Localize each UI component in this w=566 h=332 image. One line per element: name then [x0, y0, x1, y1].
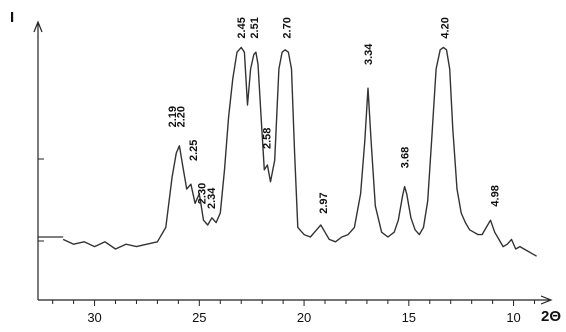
x-axis-label: 2Θ: [541, 308, 561, 325]
peak-label: 2.70: [281, 17, 293, 38]
peak-label: 2.58: [261, 128, 273, 149]
peak-label: 4.20: [439, 17, 451, 38]
peak-label: 2.51: [249, 17, 261, 38]
x-tick-label: 20: [297, 310, 311, 325]
peak-label: 2.19: [167, 106, 179, 127]
x-axis-arrow: [540, 295, 553, 305]
peak-label: 2.45: [236, 17, 248, 38]
peak-label: 2.97: [318, 192, 330, 213]
peak-label: 4.98: [490, 185, 502, 206]
y-axis-arrow: [33, 20, 43, 33]
x-tick-label: 15: [402, 310, 416, 325]
x-tick-label: 10: [506, 310, 520, 325]
y-axis-label: I: [10, 9, 14, 26]
peak-label: 2.20: [176, 106, 188, 127]
x-tick-label: 30: [87, 310, 101, 325]
peak-label: 3.34: [363, 43, 375, 65]
x-tick-label: 25: [192, 310, 206, 325]
peak-label: 2.30: [196, 183, 208, 204]
peak-label: 3.68: [400, 147, 412, 168]
peak-label: 2.25: [188, 140, 200, 161]
peak-label: 2.34: [206, 187, 218, 209]
diffraction-trace: [62, 46, 537, 257]
